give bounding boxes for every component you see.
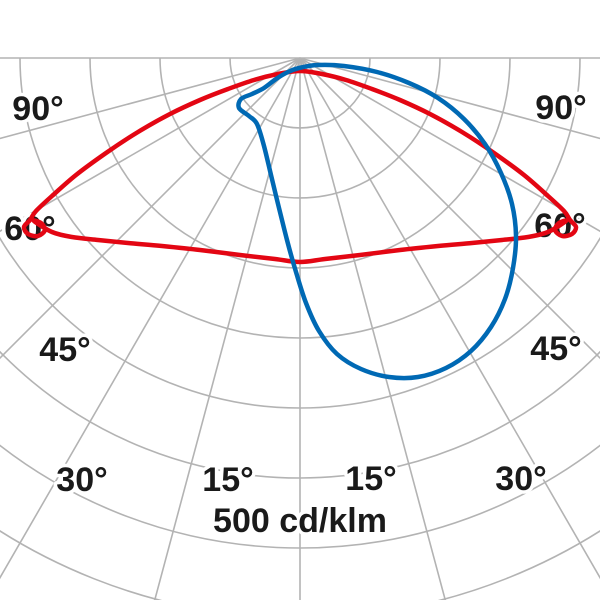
grid-spoke <box>299 57 600 580</box>
scale-label: 500 cd/klm <box>213 502 387 540</box>
angle-label-45-left: 45° <box>39 331 90 369</box>
angle-label-30-left: 30° <box>56 461 107 499</box>
blue-intensity-curve <box>236 62 519 381</box>
grid-spoke <box>0 57 301 233</box>
grid-spoke <box>0 57 301 140</box>
grid-spoke <box>0 57 301 360</box>
angle-label-15-right: 15° <box>345 460 396 498</box>
angle-label-45-right: 45° <box>530 330 581 368</box>
intensity-curves <box>21 62 579 381</box>
grid-spoke <box>299 57 600 360</box>
grid-spoke <box>299 57 600 233</box>
grid-spoke <box>153 57 301 600</box>
angle-label-30-right: 30° <box>495 460 546 498</box>
red-intensity-curve <box>21 68 579 265</box>
angle-label-90-left: 90° <box>12 90 63 128</box>
angle-label-90-right: 90° <box>535 89 586 127</box>
grid-spoke <box>0 57 301 580</box>
angle-labels: 90° 90°60° 60°45° 45°30° 30°15° 15° <box>1 86 590 503</box>
angle-label-15-left: 15° <box>202 461 253 499</box>
grid-spoke <box>299 57 447 600</box>
